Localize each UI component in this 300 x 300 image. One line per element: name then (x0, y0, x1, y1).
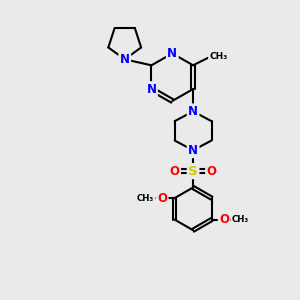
Text: N: N (146, 82, 157, 96)
Text: N: N (188, 105, 198, 118)
Text: CH₃: CH₃ (137, 194, 154, 203)
Text: O: O (157, 192, 167, 205)
Text: O: O (219, 213, 229, 226)
Text: N: N (188, 144, 198, 157)
Text: CH₃: CH₃ (232, 215, 249, 224)
Text: O: O (170, 165, 180, 178)
Text: N: N (120, 53, 130, 66)
Text: N: N (167, 47, 177, 60)
Text: S: S (188, 165, 198, 178)
Text: CH₃: CH₃ (209, 52, 227, 61)
Text: O: O (206, 165, 217, 178)
